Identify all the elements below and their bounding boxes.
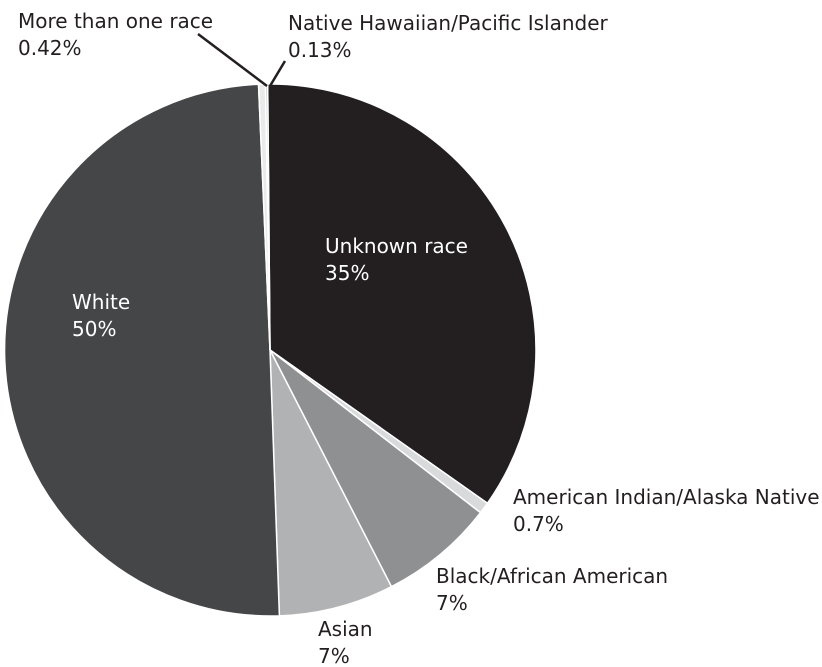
slice-label-value: 50% — [72, 317, 116, 341]
slice-label-value: 7% — [318, 644, 350, 667]
slice-label-name: Native Hawaiian/Pacific Islander — [288, 11, 609, 35]
slice-label-name: White — [72, 290, 130, 314]
pie-slice-asian — [269, 349, 393, 617]
pie-slice-white — [3, 83, 281, 617]
slice-label-black-african-american: Black/African American 7% — [436, 564, 668, 615]
slice-label-name: Asian — [318, 617, 373, 641]
slice-label-value: 0.13% — [288, 38, 352, 62]
slice-label-more-than-one-race: More than one race 0.42% — [18, 9, 213, 60]
slice-label-asian: Asian 7% — [318, 617, 373, 667]
slice-label-name: More than one race — [18, 9, 213, 33]
slice-label-american-indian-alaska-native: American Indian/Alaska Native 0.7% — [513, 485, 820, 536]
slice-label-unknown-race: Unknown race 35% — [325, 234, 468, 285]
slice-label-name: Black/African American — [436, 564, 668, 588]
slice-label-native-hawaiian-pacific-islander: Native Hawaiian/Pacific Islander 0.13% — [288, 11, 609, 62]
slice-label-value: 35% — [325, 261, 369, 285]
slice-label-value: 0.7% — [513, 512, 564, 536]
slice-labels: Unknown race 35% American Indian/Alaska Na… — [18, 9, 820, 667]
leader-line-more-than-one-race — [197, 33, 268, 87]
slice-label-name: American Indian/Alaska Native — [513, 485, 820, 509]
leader-line-native-hawaiian-pacific-islander — [268, 60, 287, 87]
pie-slice-black-african-american — [269, 349, 482, 588]
slice-label-value: 0.42% — [18, 36, 82, 60]
leader-lines — [197, 33, 287, 87]
pie-slices — [3, 83, 537, 617]
pie-slice-unknown-race — [266, 83, 537, 505]
slice-label-white: White 50% — [72, 290, 130, 341]
slice-label-name: Unknown race — [325, 234, 468, 258]
slice-label-value: 7% — [436, 591, 468, 615]
